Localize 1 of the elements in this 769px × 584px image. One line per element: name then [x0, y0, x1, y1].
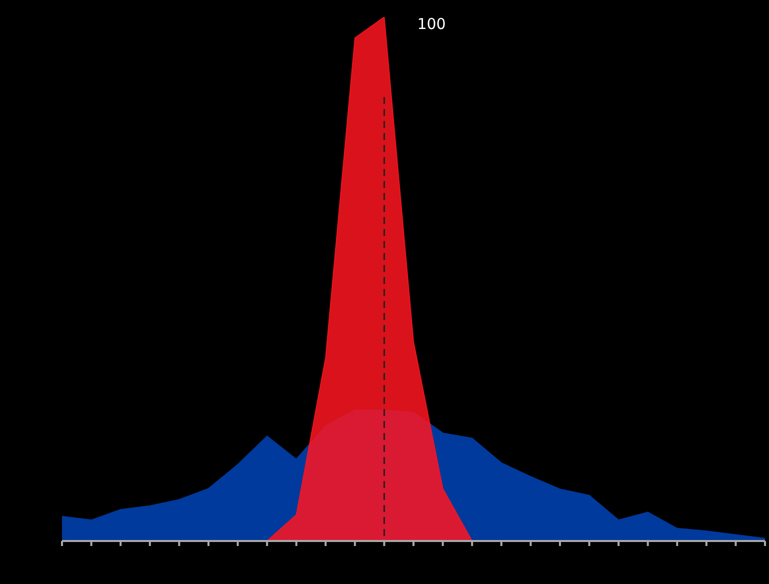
annotation: 100 — [417, 14, 446, 33]
